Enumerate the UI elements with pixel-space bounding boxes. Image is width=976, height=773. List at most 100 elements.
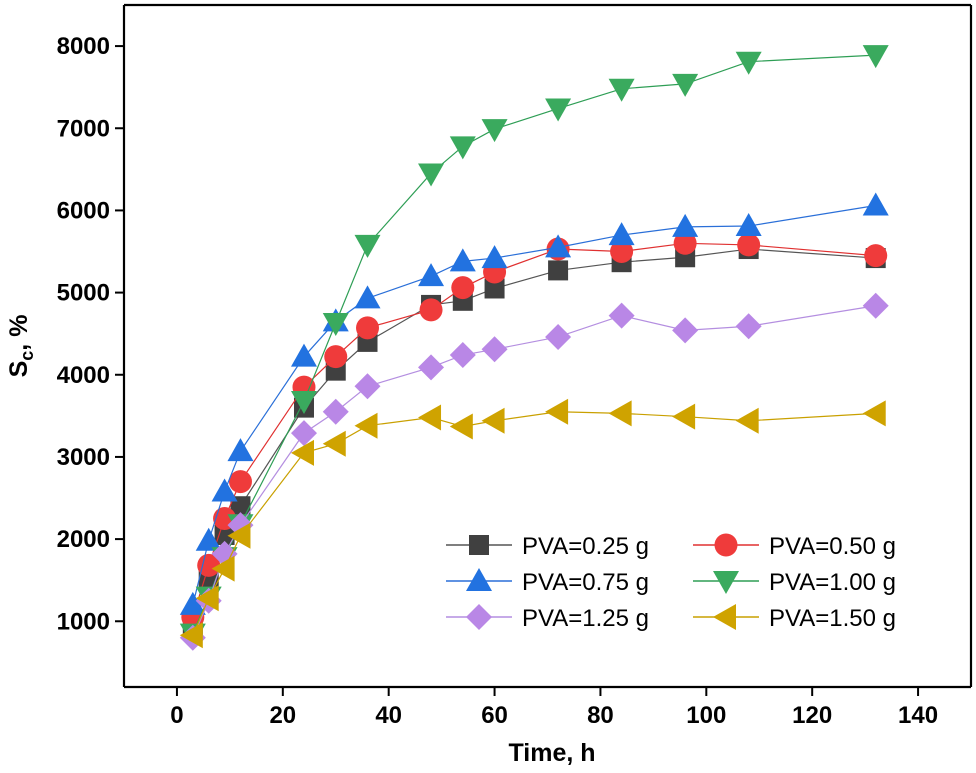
y-tick-label: 2000	[57, 526, 110, 553]
data-point	[228, 470, 252, 494]
y-axis-title-subscript: c	[17, 351, 37, 361]
axes: 0 20 40 60 80 100 120 140 1000 2000 3000 4000 5000 6…	[57, 3, 973, 729]
legend-marker	[469, 535, 489, 555]
data-point	[545, 398, 569, 425]
data-point	[862, 400, 886, 427]
legend-item: PVA=1.25 g	[446, 604, 649, 632]
data-point	[672, 317, 699, 344]
data-point	[864, 244, 888, 268]
data-point	[211, 555, 235, 582]
data-point	[735, 407, 759, 434]
data-point	[545, 98, 572, 122]
x-tick-label: 0	[170, 702, 183, 729]
data-point	[545, 234, 572, 258]
data-point	[672, 213, 699, 237]
data-point	[419, 298, 443, 322]
legend-marker	[466, 604, 492, 630]
data-point	[227, 522, 251, 549]
data-point	[548, 260, 569, 281]
data-point	[418, 404, 442, 431]
data-point	[322, 312, 349, 336]
y-tick-label: 5000	[57, 280, 110, 307]
data-point	[481, 336, 508, 363]
data-point	[290, 420, 317, 447]
data-point	[449, 413, 473, 440]
data-point	[354, 412, 378, 439]
data-point	[214, 524, 235, 545]
legend-label: PVA=1.00 g	[769, 569, 896, 596]
legend-item: PVA=1.00 g	[693, 569, 896, 596]
y-tick-label: 4000	[57, 362, 110, 389]
legend-label: PVA=0.50 g	[769, 533, 896, 560]
data-point	[608, 302, 635, 329]
legend-item: PVA=0.25 g	[446, 533, 649, 560]
legend-marker	[713, 604, 736, 630]
y-tick-label: 6000	[57, 197, 110, 224]
y-axis-title-main: S	[5, 361, 33, 378]
data-point	[608, 222, 635, 246]
data-point	[179, 591, 206, 615]
data-point	[195, 585, 219, 612]
data-point	[322, 430, 346, 457]
data-point	[862, 45, 889, 69]
data-point	[481, 407, 505, 434]
data-point	[862, 292, 889, 319]
data-point	[197, 553, 221, 577]
data-point	[324, 345, 348, 369]
x-tick-label: 20	[269, 702, 296, 729]
y-ticks: 1000 2000 3000 4000 5000 6000 7000 8000	[57, 33, 124, 635]
legend-item: PVA=0.50 g	[693, 533, 896, 560]
x-tick-label: 80	[587, 702, 614, 729]
data-point	[672, 73, 699, 97]
data-point	[354, 234, 381, 258]
data-point	[735, 213, 762, 237]
data-point	[608, 78, 635, 102]
legend-item: PVA=0.75 g	[446, 568, 649, 596]
series-6	[179, 398, 886, 649]
y-axis-title-suffix: , %	[5, 315, 33, 351]
legend-item: PVA=1.50 g	[693, 604, 896, 632]
data-point	[418, 263, 445, 287]
x-tick-label: 140	[898, 702, 938, 729]
data-point	[322, 398, 349, 425]
y-axis-title: Sc, %	[5, 315, 37, 378]
data-point	[179, 622, 203, 649]
y-tick-label: 7000	[57, 115, 110, 142]
x-tick-label: 100	[686, 702, 726, 729]
legend-label: PVA=0.25 g	[522, 533, 649, 560]
data-point	[610, 240, 634, 264]
data-point	[449, 136, 476, 160]
data-point	[862, 192, 889, 216]
data-point	[451, 276, 475, 300]
legend-marker	[714, 533, 738, 557]
data-point	[608, 400, 632, 427]
data-point	[290, 391, 317, 415]
data-point	[290, 439, 314, 466]
data-point	[481, 119, 508, 143]
legend-marker	[713, 571, 739, 594]
data-point	[673, 231, 697, 255]
legend-label: PVA=1.25 g	[522, 605, 649, 632]
legend-label: PVA=0.75 g	[522, 569, 649, 596]
data-point	[211, 478, 238, 502]
series-layer	[179, 45, 889, 651]
y-tick-label: 8000	[57, 33, 110, 60]
y-tick-label: 3000	[57, 444, 110, 471]
data-point	[356, 316, 380, 340]
data-point	[227, 438, 254, 462]
data-point	[737, 233, 761, 257]
x-tick-label: 120	[792, 702, 832, 729]
legend-label: PVA=1.50 g	[769, 605, 896, 632]
data-point	[545, 323, 572, 350]
plot-area	[179, 45, 889, 651]
data-point	[418, 354, 445, 381]
data-point	[672, 403, 696, 430]
data-point	[449, 342, 476, 369]
series-3	[179, 192, 889, 615]
legend-marker	[466, 568, 492, 591]
y-tick-label: 1000	[57, 608, 110, 635]
data-point	[484, 278, 505, 299]
data-point	[354, 285, 381, 309]
data-point	[449, 248, 476, 272]
